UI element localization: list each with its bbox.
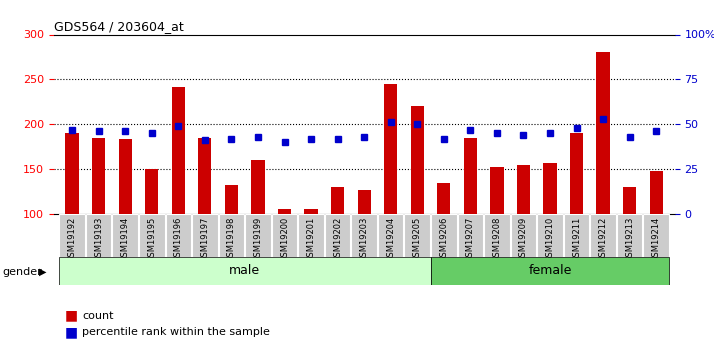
Bar	[650, 171, 663, 214]
Text: GSM19206: GSM19206	[439, 217, 448, 262]
Text: ▶: ▶	[39, 267, 46, 277]
Bar	[491, 167, 503, 214]
Text: GSM19196: GSM19196	[174, 217, 183, 262]
Bar	[517, 165, 530, 214]
Text: GSM19195: GSM19195	[147, 217, 156, 262]
Text: GSM19214: GSM19214	[652, 217, 660, 262]
Bar	[437, 183, 451, 214]
Bar	[590, 214, 615, 257]
Text: GSM19204: GSM19204	[386, 217, 395, 262]
Bar	[484, 214, 510, 257]
Text: GSM19205: GSM19205	[413, 217, 422, 262]
Text: GSM19197: GSM19197	[201, 217, 209, 262]
Bar	[570, 133, 583, 214]
Text: GSM19203: GSM19203	[360, 217, 368, 262]
Bar	[278, 209, 291, 214]
Text: GSM19194: GSM19194	[121, 217, 130, 262]
Bar	[59, 214, 85, 257]
Text: GSM19211: GSM19211	[572, 217, 581, 262]
Bar	[192, 214, 218, 257]
Text: GSM19200: GSM19200	[280, 217, 289, 262]
Bar	[245, 214, 271, 257]
Bar	[92, 138, 106, 214]
Bar	[431, 214, 456, 257]
Bar	[198, 138, 211, 214]
Bar	[113, 214, 138, 257]
Bar	[617, 214, 643, 257]
Bar	[304, 209, 318, 214]
Bar	[272, 214, 297, 257]
Text: GSM19202: GSM19202	[333, 217, 342, 262]
Bar	[171, 87, 185, 214]
Bar	[463, 138, 477, 214]
Bar	[145, 169, 159, 214]
Bar	[59, 257, 431, 285]
Text: GSM19201: GSM19201	[306, 217, 316, 262]
Text: GSM19210: GSM19210	[545, 217, 555, 262]
Text: GSM19208: GSM19208	[493, 217, 501, 262]
Bar	[537, 214, 563, 257]
Text: GSM19209: GSM19209	[519, 217, 528, 262]
Bar	[298, 214, 323, 257]
Text: male: male	[229, 264, 260, 277]
Text: GSM19199: GSM19199	[253, 217, 263, 262]
Text: ■: ■	[64, 309, 77, 323]
Bar	[139, 214, 164, 257]
Bar	[331, 187, 344, 214]
Bar	[511, 214, 536, 257]
Bar	[405, 214, 430, 257]
Text: female: female	[528, 264, 572, 277]
Bar	[384, 84, 397, 214]
Text: GDS564 / 203604_at: GDS564 / 203604_at	[54, 20, 183, 33]
Bar	[351, 214, 377, 257]
Bar	[86, 214, 111, 257]
Text: GSM19213: GSM19213	[625, 217, 634, 262]
Text: GSM19207: GSM19207	[466, 217, 475, 262]
Bar	[218, 214, 244, 257]
Bar	[378, 214, 403, 257]
Bar	[119, 139, 132, 214]
Text: percentile rank within the sample: percentile rank within the sample	[82, 327, 270, 337]
Text: GSM19212: GSM19212	[598, 217, 608, 262]
Text: count: count	[82, 311, 114, 321]
Text: GSM19198: GSM19198	[227, 217, 236, 262]
Bar	[166, 214, 191, 257]
Bar	[543, 163, 557, 214]
Bar	[325, 214, 351, 257]
Bar	[225, 185, 238, 214]
Bar	[411, 106, 424, 214]
Text: GSM19192: GSM19192	[68, 217, 76, 262]
Bar	[251, 160, 265, 214]
Bar	[564, 214, 589, 257]
Bar	[431, 257, 670, 285]
Bar	[643, 214, 669, 257]
Text: GSM19193: GSM19193	[94, 217, 104, 262]
Bar	[623, 187, 636, 214]
Text: ■: ■	[64, 325, 77, 339]
Bar	[458, 214, 483, 257]
Text: gender: gender	[2, 267, 42, 277]
Bar	[66, 133, 79, 214]
Bar	[358, 190, 371, 214]
Bar	[596, 52, 610, 214]
